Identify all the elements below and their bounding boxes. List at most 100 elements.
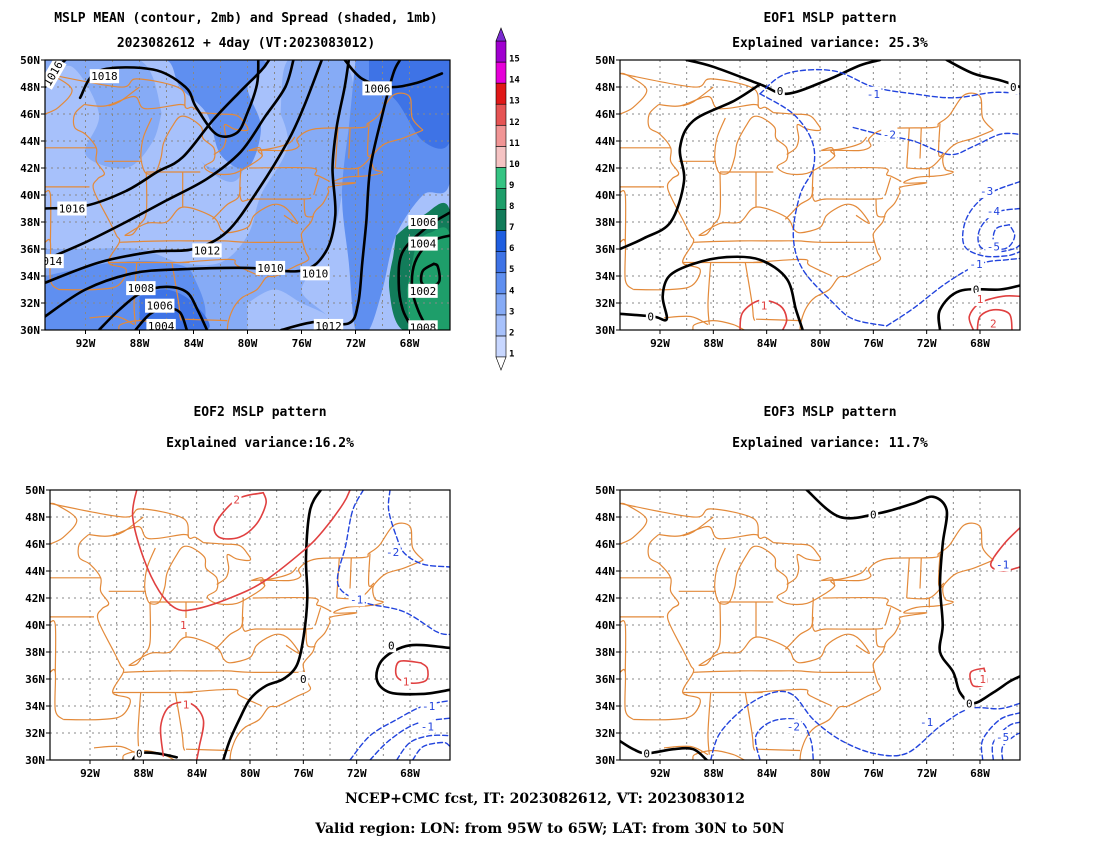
x-tick-label: 88W [703,767,723,780]
x-tick-label: 84W [757,767,777,780]
contour-label-text: 1006 [364,82,391,95]
map-border [744,262,756,321]
colorbar-swatch [495,146,507,168]
map-border [937,123,945,157]
map-border [620,668,634,720]
y-tick-label: 38N [595,646,615,659]
map-border [919,557,922,589]
colorbar-swatch [495,82,507,105]
contour-label: 1004 [146,318,176,333]
contour-label-text: 1004 [148,320,175,333]
map-border [123,670,305,673]
y-tick-label: 30N [25,754,45,767]
x-tick-label: 88W [130,337,150,350]
panel3-title: EOF2 MSLP pattern [193,405,326,420]
y-tick-label: 38N [25,646,45,659]
contour-label-bg [145,298,175,313]
x-tick-label: 88W [703,337,723,350]
map-border [137,692,142,755]
y-tick-label: 50N [25,484,45,497]
contour-label-text: 0 [643,747,650,760]
contour-label-bg [978,183,995,198]
y-tick-label: 32N [25,727,45,740]
x-tick-label: 80W [240,767,260,780]
map-border [89,315,135,326]
map-border [220,203,299,234]
map-border [714,92,994,176]
x-tick-label: 92W [650,337,670,350]
contour-label-bg [146,318,176,330]
y-tick-label: 30N [20,324,40,337]
map-border [906,127,910,169]
contour-label-text: 1 [979,673,986,686]
contour-line [937,284,1020,330]
contour-label: -4 [985,204,1002,219]
map-border [698,171,722,237]
map-border [620,502,648,545]
contour-label-bg [971,282,981,297]
contour-label-bg [408,283,438,298]
contour-label-bg [408,320,438,330]
contour-label: 0 [386,638,397,653]
map-border [174,692,186,751]
x-tick-label: 76W [863,767,883,780]
contour-label-bg [89,69,120,84]
panel2-title: EOF1 MSLP pattern [763,11,896,26]
contour-label-bg [964,696,975,711]
contour-label-bg [985,204,1002,219]
map-border [884,177,892,196]
y-tick-label: 44N [595,565,615,578]
contour-label-bg [1008,80,1019,94]
map-border [214,616,244,650]
contour-label-bg [298,672,309,686]
contour-line [45,60,324,285]
map-border [633,104,701,291]
map-border [314,607,322,626]
contour-line [78,60,260,138]
colorbar-label: 8 [509,202,514,212]
contour-label: 1002 [408,283,438,298]
colorbar-swatch [495,40,507,63]
colorbar-label: 6 [509,244,514,254]
contour-label-text: 1006 [147,300,174,313]
map-border [753,258,833,277]
x-tick-label: 76W [863,337,883,350]
map-border [122,749,198,760]
contour-label-bg [231,492,242,507]
y-tick-label: 48N [595,81,615,94]
contour-label-bg [134,746,145,760]
map-border [50,620,57,673]
contour-line [886,257,1020,327]
contour-label-bg [868,507,879,522]
y-tick-label: 36N [25,673,45,686]
map-border [822,166,902,183]
contour-line [685,60,882,96]
map-border [784,616,814,650]
x-tick-label: 80W [810,337,830,350]
y-tick-label: 42N [595,592,615,605]
contour-label-bg [641,746,652,760]
x-tick-label: 72W [917,337,937,350]
contour-label: 0 [298,672,309,686]
footer-line2: Valid region: LON: from 95W to 65W; LAT:… [314,821,784,837]
colorbar-swatch [495,251,507,274]
map-border [707,262,712,325]
contour-line [759,93,888,327]
contour-label: 0 [868,507,879,522]
map-border [773,112,822,155]
x-tick-label: 92W [80,767,100,780]
map-border [335,155,373,170]
y-tick-label: 44N [20,135,40,148]
contour-label-bg [419,719,436,734]
contour-label-bg [300,266,330,281]
y-tick-label: 34N [20,270,40,283]
contour-label: 0 [964,696,975,711]
contour-label-bg [192,243,222,258]
map-border [658,95,760,110]
contour-label: 0 [134,746,145,760]
contour-label-text: 1 [183,699,190,712]
contour-label-text: 1012 [315,320,342,333]
contour-label-text: 1014 [36,255,63,268]
contour-label-text: -1 [969,258,982,271]
